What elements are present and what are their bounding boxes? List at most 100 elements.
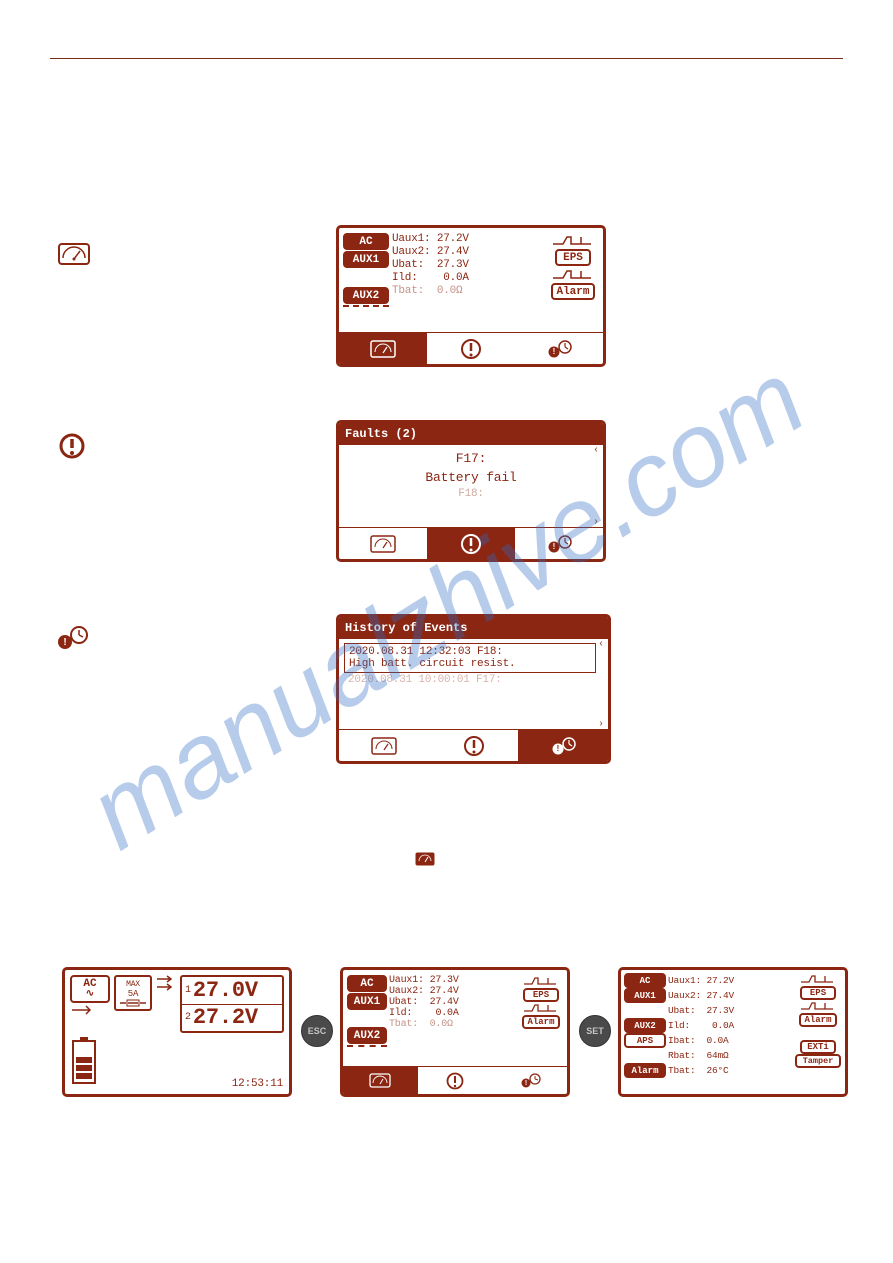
pill-eps: EPS [523,988,559,1002]
lbl-ild: Ild: [392,272,418,284]
hist-line2: High batt. circuit resist. [349,658,591,670]
pill-aux2: AUX2 [347,1027,387,1044]
label: Tbat: [668,1065,696,1076]
meter-icon-inline-1 [58,243,90,265]
pill-ac: AC [347,975,387,992]
val-ubat: 27.3V [437,259,469,271]
value: 27.4V [430,997,459,1008]
tabbar: ! [339,332,603,364]
value: 27.4V [707,990,735,1001]
clock-time: 12:53:11 [232,1078,283,1090]
value: 0.0A [707,1035,729,1046]
scroll-up-icon[interactable]: ‹ [594,445,597,455]
set-button[interactable]: SET [579,1015,611,1047]
arrow-icon [156,975,176,983]
hist-line1: 2020.08.31 12:32:03 F18: [349,646,591,658]
value: 27.4V [430,986,459,997]
v1-value: 27.0V [193,978,258,1003]
pill-aux1: AUX1 [624,988,666,1003]
lcd-panel-param-set: AC AUX1 AUX2 APS Alarm Uaux1: 27.2V Uaux… [618,967,848,1097]
val-uaux1: 27.2V [437,233,469,245]
pill-ac: AC [624,973,666,988]
tab-alert[interactable] [418,1067,493,1094]
tab-meter[interactable] [339,333,427,364]
value: 0.0A [435,1008,458,1019]
tab-history[interactable]: ! [518,730,608,761]
label: Uaux1: [668,975,701,986]
scroll-down-icon[interactable]: › [599,719,602,729]
scroll-down-icon[interactable]: › [594,517,597,527]
fault-msg: Battery fail [353,470,589,485]
pill-tamper: Tamper [795,1054,841,1068]
arrow-icon [70,1005,94,1015]
pill-eps: EPS [800,986,836,1000]
label: Ubat: [668,1005,696,1016]
lbl-tbat: Tbat: [392,285,424,297]
pill-aps: APS [624,1033,666,1048]
tab-meter[interactable] [339,730,429,761]
lcd-panel-faults: Faults (2) F17: Battery fail F18: ‹› ! [336,420,606,562]
v2-label: 2 [185,1012,191,1023]
value: 64mΩ [707,1050,729,1061]
fault-code: F17: [353,451,589,466]
value: 0.0A [712,1020,734,1031]
fault-next: F18: [353,488,589,500]
alert-icon-inline [58,432,86,460]
lcd-panel-history: History of Events 2020.08.31 12:32:03 F1… [336,614,611,764]
history-icon: ! [546,534,572,554]
tab-history[interactable]: ! [515,333,603,364]
alert-icon [446,1072,464,1090]
scroll-up-icon[interactable]: ‹ [599,639,602,649]
pill-alarm2: Alarm [799,1013,836,1027]
history-icon: ! [519,1072,541,1089]
label: Ild: [389,1008,412,1019]
page-top-rule [50,58,843,59]
history-icon-inline: ! [55,625,89,651]
pill-exti: EXTi [800,1040,836,1054]
hist-line3: 2020.08.31 10:00:01 F17: [344,673,596,686]
lbl-ubat: Ubat: [392,259,424,271]
pill-alarm: Alarm [551,283,594,300]
lcd-panel-parameters: AC AUX1 AUX2 Uaux1: 27.2V Uaux2: 27.4V U… [336,225,606,367]
label: Ibat: [668,1035,696,1046]
label: Tbat: [389,1019,418,1030]
label: Uaux2: [389,986,424,997]
pill-aux1: AUX1 [343,251,389,268]
tab-alert[interactable] [427,528,515,559]
pill-ac: AC [343,233,389,250]
arrow-icon [156,983,176,991]
label: Uaux1: [389,975,424,986]
relay-icon [522,1002,560,1015]
tab-alert[interactable] [429,730,519,761]
esc-button[interactable]: ESC [301,1015,333,1047]
svg-text:!: ! [525,1080,527,1087]
alert-icon [460,533,482,555]
relay-icon [522,975,560,988]
relay-icon [551,267,595,282]
val-ild: 0.0A [443,272,469,284]
meter-icon [369,1073,391,1088]
pill-aux2: AUX2 [343,287,389,304]
v2-value: 27.2V [193,1005,258,1030]
lcd-panel-main: AC ∿ MAX 5A 1 27.0V 2 [62,967,292,1097]
tab-history[interactable]: ! [515,528,603,559]
meter-icon [370,340,396,358]
value: 26°C [707,1065,729,1076]
svg-text:!: ! [557,744,560,753]
value: 27.2V [707,975,735,986]
value: 27.3V [430,975,459,986]
lbl-uaux1: Uaux1: [392,233,430,245]
svg-text:!: ! [63,637,66,648]
history-icon: ! [546,339,572,359]
tab-history[interactable]: ! [492,1067,567,1094]
tab-meter[interactable] [343,1067,418,1094]
tab-alert[interactable] [427,333,515,364]
meter-icon-inline-2 [415,852,435,866]
label: Rbat: [668,1050,696,1061]
meter-icon [370,535,396,553]
tab-meter[interactable] [339,528,427,559]
pill-aux1: AUX1 [347,993,387,1010]
label: Uaux2: [668,990,701,1001]
label: Ild: [668,1020,690,1031]
pill-eps: EPS [555,249,591,266]
